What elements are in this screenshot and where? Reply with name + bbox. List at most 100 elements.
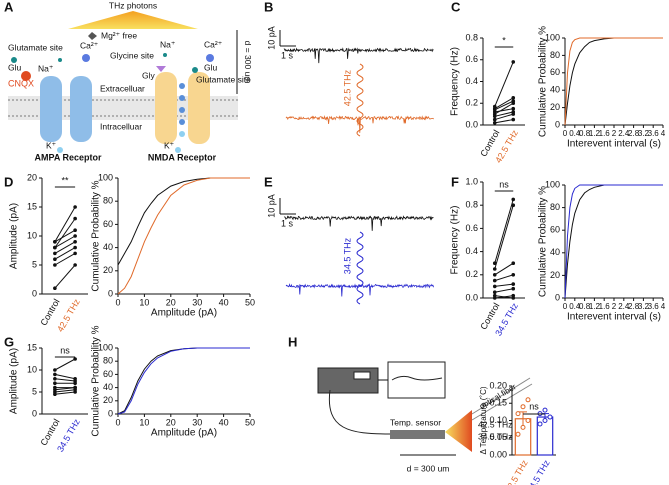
y-tick-label: 60 (550, 67, 560, 77)
pair-line (494, 199, 514, 264)
point (73, 357, 77, 361)
y-tick-label: 60 (103, 219, 113, 229)
pair-line (494, 205, 514, 270)
x-tick-label: 40 (219, 417, 229, 427)
diagram-label: THz photons (109, 0, 157, 10)
ca-dot (206, 54, 214, 62)
x-tick-label: 2 (612, 129, 617, 138)
point (73, 228, 77, 232)
point (492, 290, 497, 295)
diagram-title: AMPA Receptor (34, 152, 102, 162)
panel-letter: E (264, 174, 273, 189)
x-tick-label: 1.6 (599, 302, 611, 311)
diagram-label: Glutamate site (196, 74, 251, 84)
diagram-label: K⁺ (164, 140, 174, 150)
point (511, 286, 516, 291)
significance: ns (529, 401, 539, 411)
pair-line (54, 206, 76, 243)
pair-line (494, 283, 514, 287)
y-tick-label: 0.8 (465, 32, 478, 42)
y-tick-label: 0 (108, 288, 113, 298)
y-tick-label: 0.8 (465, 200, 478, 210)
point (542, 407, 548, 413)
y-tick-label: 60 (103, 369, 113, 379)
panel-letter: H (288, 334, 297, 349)
stimulus-label: 42.5 THz (342, 69, 352, 106)
y-tick-label: 20 (103, 265, 113, 275)
x-tick-label: 10 (139, 297, 149, 307)
k-dot (57, 147, 63, 153)
category-label: 34.5 THz (525, 458, 552, 485)
point (542, 418, 548, 423)
x-tick-label: 3.2 (638, 129, 650, 138)
device-display (353, 371, 371, 380)
y-tick-label: 0.2 (465, 269, 478, 279)
y-tick-label: 0.15 (489, 398, 507, 408)
fiber-line (471, 383, 533, 421)
k-dot (175, 147, 181, 153)
y-tick-label: 5 (32, 386, 37, 396)
y-tick-label: 80 (103, 196, 113, 206)
x-tick-label: 2.4 (618, 302, 630, 311)
y-axis-label: Cumulative Probability % (538, 26, 549, 137)
glu-dot (11, 57, 17, 63)
stimulus-label: 34.5 THz (342, 237, 352, 274)
nmda-subunit (188, 72, 210, 144)
point (511, 96, 516, 100)
na-dot (163, 53, 167, 57)
point (520, 424, 526, 430)
significance: ns (60, 345, 70, 355)
cumulative-line (564, 37, 663, 126)
x-tick-label: 0 (115, 297, 120, 307)
diagram-label: Glutamate site (8, 42, 63, 52)
y-tick-label: 80 (550, 202, 560, 212)
y-tick-label: 15 (27, 201, 37, 211)
point (511, 282, 516, 286)
panel-letter: D (4, 174, 13, 189)
glu-dot (192, 67, 198, 73)
point (73, 263, 77, 267)
category-label: 42.5 THz (503, 458, 530, 485)
x-tick-label: 3.6 (648, 302, 660, 311)
y-tick-label: 0.00 (489, 449, 507, 459)
panel-letter: G (4, 334, 14, 349)
x-tick-label: 20 (166, 417, 176, 427)
point (525, 397, 531, 403)
pair-line (494, 274, 514, 282)
y-tick-label: 0.4 (465, 76, 478, 86)
pair-line (494, 97, 514, 110)
point (511, 117, 516, 122)
ampa-subunit (70, 76, 92, 142)
diagram-label: CNQX (8, 78, 34, 88)
point (73, 385, 77, 390)
cnqx-dot (21, 71, 31, 81)
photon-beam (68, 11, 198, 29)
pair-line (54, 391, 76, 395)
diagram-label: Na⁺ (38, 63, 53, 73)
scale-label: 10 pA (266, 194, 276, 218)
point (511, 273, 516, 277)
cumulative-line (117, 347, 250, 415)
point (525, 418, 531, 423)
y-axis-label: Amplitude (pA) (9, 348, 20, 414)
y-tick-label: 0 (555, 292, 560, 302)
point (73, 205, 77, 209)
x-axis-label: Interevent interval (s) (567, 139, 661, 150)
nmda-subunit (155, 72, 177, 144)
diagram-a-shapes (8, 11, 238, 153)
x-tick-label: 0.4 (569, 129, 581, 138)
pair-line (494, 119, 514, 124)
point (73, 245, 77, 250)
gly-icon (156, 66, 166, 72)
point (492, 284, 497, 289)
pair-line (494, 288, 514, 293)
point (73, 216, 77, 221)
mg-icon (88, 32, 97, 40)
point (73, 377, 77, 381)
y-tick-label: 60 (550, 225, 560, 235)
panel-letter: A (4, 0, 14, 14)
ca-dot (82, 54, 90, 62)
trace (285, 114, 434, 133)
y-tick-label: 0.4 (465, 246, 478, 256)
